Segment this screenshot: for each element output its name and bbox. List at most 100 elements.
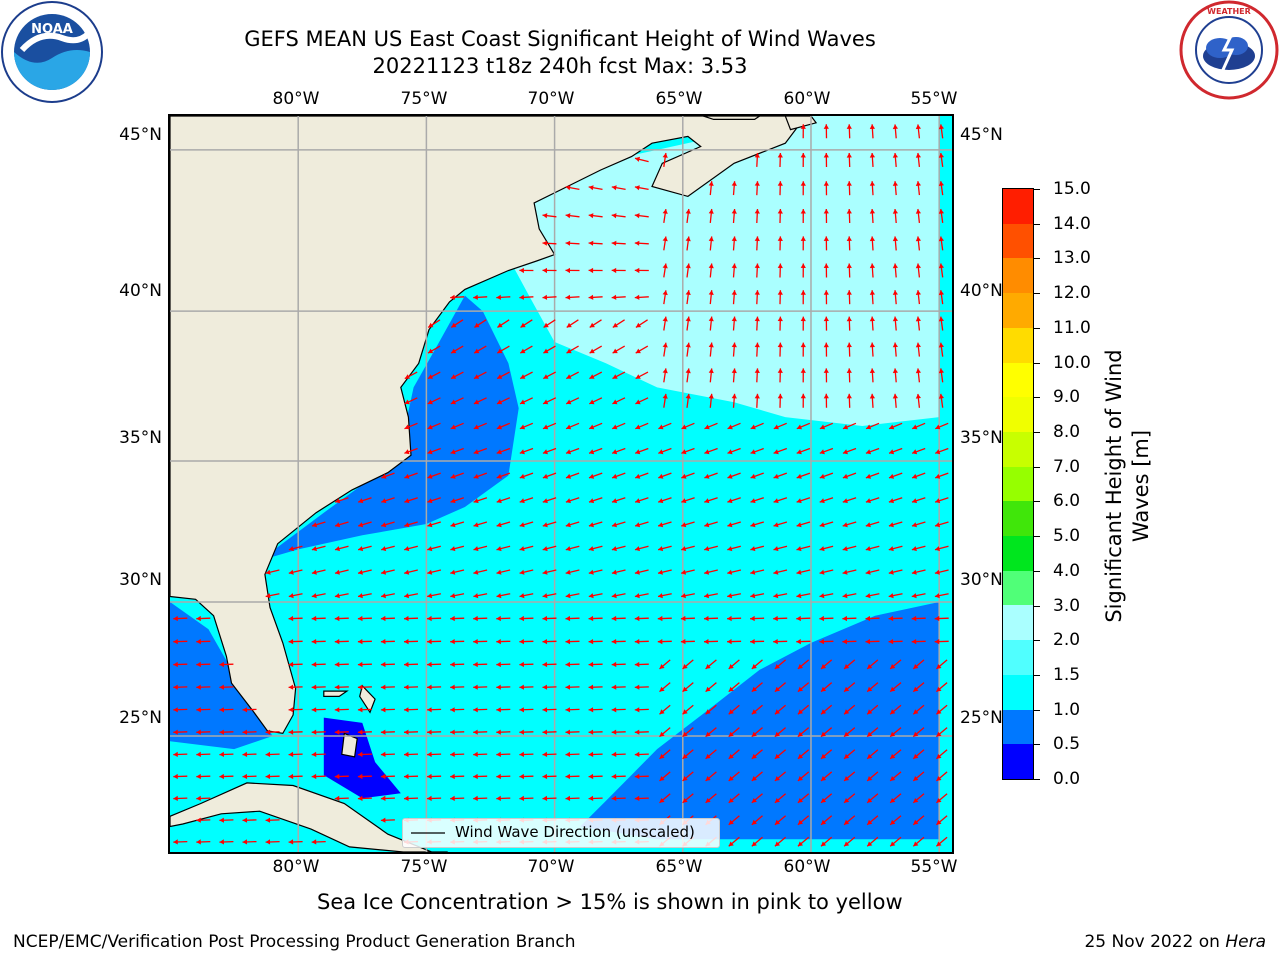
wave-arrow: [635, 422, 649, 430]
wave-arrow: [934, 447, 949, 455]
wave-arrow: [473, 593, 488, 599]
wave-arrow: [311, 684, 326, 690]
wave-arrow: [380, 707, 395, 713]
wave-arrow: [173, 839, 188, 845]
wave-arrow: [589, 397, 603, 405]
wave-arrow: [935, 749, 948, 760]
colorbar-tick-label: 8.0: [1053, 421, 1081, 442]
wave-arrow: [774, 682, 787, 693]
wave-arrow: [819, 472, 834, 479]
lon-label-bottom: 65°W: [655, 857, 703, 877]
wave-arrow: [800, 208, 806, 224]
wave-arrow: [915, 236, 921, 251]
wave-arrow: [542, 267, 557, 274]
wave-arrow: [773, 569, 788, 575]
wave-arrow: [473, 371, 487, 380]
wave-arrow: [473, 497, 488, 504]
lon-label-bottom: 75°W: [400, 857, 448, 877]
colorbar-tick-label: 15.0: [1053, 179, 1091, 199]
wave-arrow: [869, 124, 875, 139]
wave-arrow: [728, 659, 740, 670]
wave-arrow: [869, 181, 875, 196]
wave-arrow: [846, 152, 852, 168]
wave-arrow: [892, 208, 898, 224]
wave-arrow: [196, 795, 211, 801]
wave-arrow: [288, 751, 303, 757]
wave-arrow: [588, 472, 603, 479]
wave-arrow: [288, 773, 303, 780]
wave-arrow: [685, 393, 691, 408]
wave-arrow: [800, 263, 806, 278]
wave-arrow: [819, 593, 834, 599]
wave-arrow: [519, 729, 534, 735]
wave-arrow: [565, 267, 580, 274]
wave-arrow: [869, 342, 875, 357]
wave-arrow: [708, 181, 714, 196]
wave-arrow: [588, 185, 603, 191]
wave-arrow: [773, 521, 788, 528]
wave-arrow: [819, 639, 834, 645]
wave-arrow: [588, 615, 603, 622]
wave-arrow: [242, 751, 257, 757]
wave-arrow: [542, 569, 557, 575]
wave-arrow: [777, 208, 783, 224]
wave-arrow: [704, 545, 718, 552]
colorbar-tick-mark: [1034, 501, 1040, 503]
grand-bahama: [323, 690, 349, 698]
wave-arrow: [450, 447, 464, 455]
map-panel[interactable]: [168, 114, 954, 854]
wave-arrow: [773, 639, 788, 645]
wave-arrow: [542, 639, 557, 645]
wave-arrow: [473, 707, 488, 713]
nova-scotia-cape: [784, 116, 818, 131]
wave-arrow: [611, 593, 626, 599]
wave-arrow: [380, 817, 395, 823]
wave-arrow: [915, 263, 921, 278]
wave-arrow: [865, 497, 880, 504]
wave-arrow: [427, 497, 441, 504]
wave-arrow: [912, 682, 925, 693]
wave-arrow: [797, 749, 810, 760]
wave-arrow: [357, 497, 372, 504]
wave-arrow: [634, 615, 649, 622]
wave-arrow: [588, 497, 603, 504]
wave-arrow: [911, 521, 926, 528]
wave-arrow: [634, 472, 649, 479]
chart-subtitle: 20221123 t18z 240h fcst Max: 3.53: [372, 54, 748, 78]
wave-arrow: [473, 773, 488, 780]
wave-arrow: [728, 749, 740, 760]
wave-arrow: [750, 593, 765, 599]
wave-arrow: [685, 316, 691, 331]
wave-arrow: [751, 793, 763, 804]
wave-arrow: [935, 836, 948, 847]
wave-arrow: [542, 751, 557, 757]
wave-arrow: [288, 639, 303, 645]
wave-arrow: [754, 181, 760, 196]
wave-arrow: [659, 749, 671, 760]
wave-height-map[interactable]: [170, 116, 952, 852]
wave-arrow: [823, 208, 829, 224]
colorbar-segment: [1003, 327, 1033, 363]
wave-arrow: [473, 684, 488, 690]
wave-arrow: [334, 593, 349, 599]
colorbar-tick-label: 10.0: [1053, 352, 1091, 373]
wave-arrow: [565, 729, 580, 735]
wave-arrow: [754, 316, 760, 331]
wave-arrow: [892, 236, 898, 251]
wave-arrow: [774, 749, 787, 760]
wave-arrow: [846, 368, 852, 383]
wave-arrow: [427, 729, 442, 735]
wave-arrow: [800, 316, 806, 331]
wave-arrow: [519, 472, 534, 479]
wave-arrow: [658, 472, 672, 479]
wave-arrow: [915, 316, 921, 331]
wave-arrow: [705, 793, 717, 804]
wave-arrow: [519, 661, 534, 668]
wave-arrow: [727, 422, 741, 430]
wave-arrow: [589, 345, 603, 354]
wave-arrow: [751, 659, 763, 670]
wave-arrow: [404, 569, 418, 575]
wave-arrow: [911, 497, 926, 504]
wave-arrow: [750, 447, 764, 455]
wave-arrow: [774, 793, 787, 804]
